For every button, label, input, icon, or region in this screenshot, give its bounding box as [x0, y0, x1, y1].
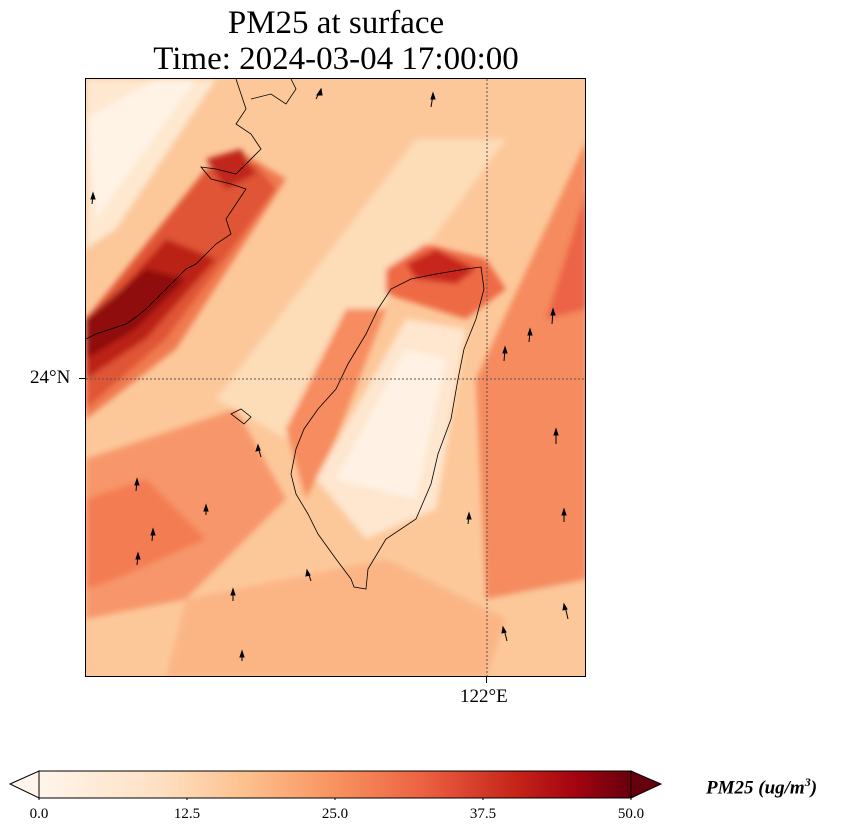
longitude-tick [486, 677, 487, 683]
colorbar-tick-label: 37.5 [469, 806, 497, 822]
colorbar-max-extend [630, 770, 663, 799]
wind-arrow [527, 327, 533, 343]
colorbar-tick-label: 50.0 [617, 806, 645, 822]
wind-arrow [239, 649, 245, 661]
wind-arrow [150, 527, 156, 542]
wind-arrow [135, 551, 141, 566]
north-taiwan-core [406, 249, 476, 284]
colorbar-tick-label: 12.5 [173, 806, 201, 822]
wind-arrow [134, 477, 140, 492]
wind-arrow [305, 568, 312, 582]
wind-vectors [90, 87, 569, 661]
colorbar-title-suffix: ) [810, 777, 818, 799]
pm25-field-map [86, 79, 585, 676]
wind-arrow [553, 427, 559, 444]
wind-arrow [255, 443, 262, 458]
south-moderate-region [166, 559, 506, 676]
wind-arrow [466, 511, 472, 525]
wind-arrow [501, 625, 508, 642]
longitude-label: 122°E [460, 686, 508, 707]
clean-air-core [86, 79, 196, 219]
wind-arrow [430, 91, 436, 108]
taiwan-interior-core [336, 349, 446, 499]
southwest-pollution-core [86, 479, 206, 589]
latitude-tick [79, 378, 85, 379]
colorbar-tick-label: 0.0 [29, 806, 49, 822]
strait-clean-band [216, 139, 506, 439]
colorbar-gradient [38, 770, 632, 799]
taiwan-coastline [290, 266, 485, 590]
colorbar [8, 770, 663, 800]
east-pollution-band [476, 143, 585, 599]
map-title-line1: PM25 at surface [227, 5, 445, 41]
wind-arrow [502, 345, 508, 362]
wind-arrow [561, 507, 567, 522]
colorbar-tick-label: 25.0 [321, 806, 349, 822]
penghu-islands [230, 408, 252, 425]
wind-arrow [550, 307, 556, 325]
coastal-pollution-north [206, 149, 256, 189]
wind-arrow [562, 602, 569, 620]
colorbar-title: PM25 (ug/m3) [706, 775, 817, 799]
wind-arrow [230, 587, 236, 601]
map-title-line2: Time: 2024-03-04 17:00:00 [153, 41, 519, 77]
colorbar-min-extend [8, 770, 40, 799]
colorbar-title-prefix: PM25 (ug/m [706, 777, 805, 799]
map-panel [85, 78, 586, 677]
wind-arrow [315, 87, 323, 100]
wind-arrow [203, 503, 209, 515]
china-coastline [86, 79, 262, 340]
wind-arrow [90, 191, 96, 205]
colorbar-title-exponent: 3 [804, 775, 811, 789]
coastal-pollution-peak [86, 269, 186, 359]
latitude-label: 24°N [30, 367, 71, 388]
coastal-islands [250, 79, 297, 105]
west-taiwan-pollution [286, 309, 386, 499]
